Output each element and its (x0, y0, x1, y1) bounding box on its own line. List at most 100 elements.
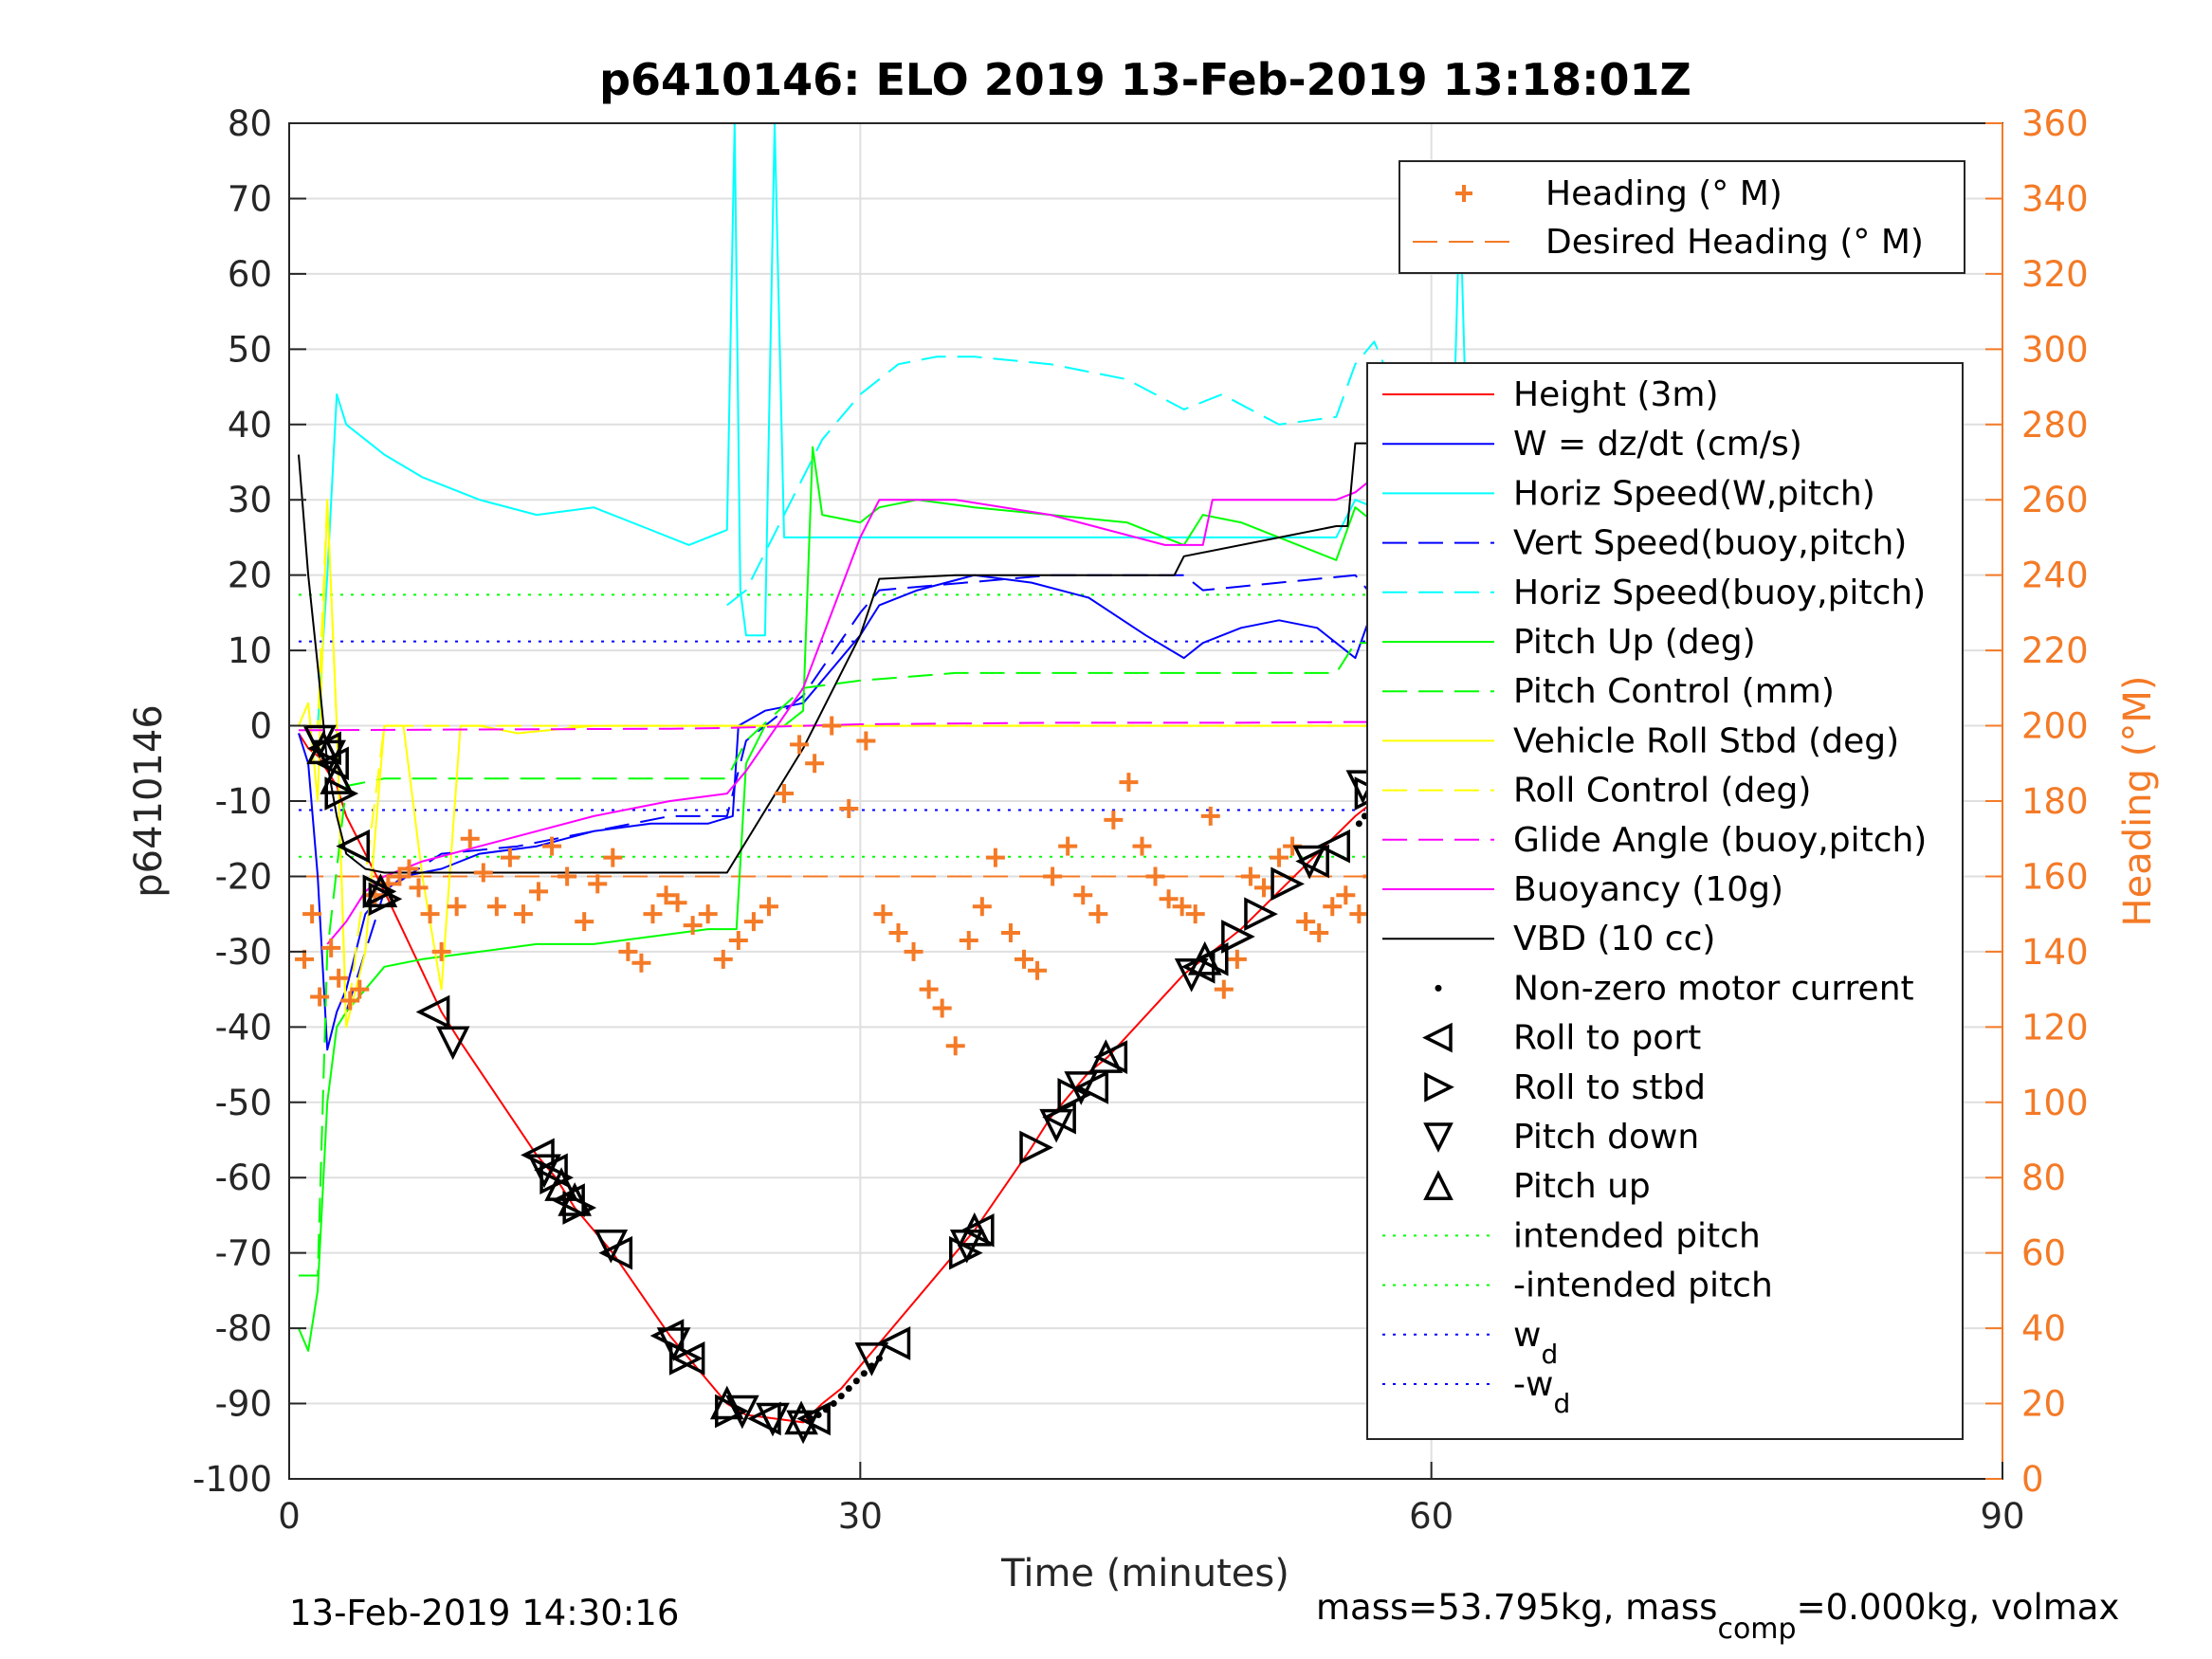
y-tick-label: 20 (228, 556, 272, 596)
tri-down-marker (527, 1154, 561, 1189)
y-right-tick-label: 180 (2021, 781, 2089, 822)
legend-label: Heading (° M) (1545, 174, 1782, 213)
y-tick-label: 50 (228, 329, 272, 370)
heading-point (542, 836, 562, 856)
heading-point (643, 904, 663, 924)
legend-entry: W = dz/dt (cm/s) (1382, 425, 1802, 464)
tri-left-marker (1093, 1040, 1128, 1074)
series-vert-speed-buoy-pitch (345, 574, 1451, 1012)
legend-label-text: Roll to stbd (1513, 1068, 1706, 1107)
legend-entry: wd (1382, 1316, 1558, 1370)
tri-down-marker (1064, 1071, 1099, 1105)
heading-point (888, 923, 908, 943)
heading-point (575, 912, 594, 932)
tri-down-marker (435, 1026, 470, 1061)
legend-label: -wd (1513, 1365, 1570, 1419)
legend-label: Roll Control (deg) (1513, 772, 1811, 811)
tri-right-marker (668, 1341, 704, 1376)
legend-label-text: Horiz Speed(buoy,pitch) (1513, 574, 1926, 612)
heading-point (295, 949, 315, 969)
legend-entry: Pitch Control (mm) (1382, 672, 1835, 711)
heading-point (972, 897, 992, 917)
legend-label: W = dz/dt (cm/s) (1513, 425, 1802, 464)
heading-point (667, 893, 687, 913)
heading-point (959, 930, 978, 950)
legend-label: Pitch Control (mm) (1513, 672, 1835, 711)
y-tick-label: 10 (228, 630, 272, 671)
heading-point (558, 866, 577, 886)
legend-entry: Glide Angle (buoy,pitch) (1382, 821, 1927, 860)
tri-up-marker (558, 1182, 592, 1216)
heading-point (1028, 960, 1048, 980)
legend-label: Buoyancy (10g) (1513, 870, 1783, 909)
heading-point (473, 863, 493, 883)
legend-label: -intended pitch (1513, 1267, 1773, 1305)
legend-entry: Pitch Up (deg) (1382, 623, 1756, 662)
heading-point (1088, 904, 1108, 924)
legend-label-text: w (1513, 1316, 1541, 1355)
heading-point (420, 904, 440, 924)
legend-label-text: Heading (° M) (1545, 174, 1782, 213)
marker-layer (295, 708, 1471, 1445)
heading-point (1455, 185, 1472, 202)
legend-entry: Roll to stbd (1424, 1068, 1706, 1107)
heading-point (1145, 866, 1165, 886)
tri-down-marker (1039, 1108, 1073, 1143)
legend-label-text: VBD (10 cc) (1513, 920, 1715, 958)
heading-point (1214, 979, 1234, 999)
legend-label-text: intended pitch (1513, 1216, 1761, 1255)
heading-point (588, 874, 608, 894)
y-right-tick-label: 140 (2021, 932, 2089, 973)
heading-point (1336, 885, 1356, 905)
legend-label-text: Pitch up (1513, 1167, 1651, 1206)
tri-left-marker (1194, 942, 1229, 976)
footer-mass: mass=53.795kg, masscomp=0.000kg, volmax (1316, 1587, 2119, 1646)
heading-point (919, 979, 939, 999)
legend-label: Height (3m) (1513, 375, 1719, 414)
x-axis-label: Time (minutes) (1000, 1552, 1289, 1595)
tri-right-marker (1244, 897, 1278, 931)
heading-point (409, 878, 429, 898)
tri-up-marker (320, 760, 355, 794)
y-tick-label: -30 (215, 932, 272, 973)
legend-entry: Pitch down (1423, 1118, 1699, 1157)
legend-label-text: Buoyancy (10g) (1513, 870, 1783, 909)
legend-label-text: Glide Angle (buoy,pitch) (1513, 821, 1927, 860)
tri-left-marker (336, 829, 371, 864)
y-right-tick-label: 320 (2021, 254, 2089, 295)
y-right-tick-label: 300 (2021, 329, 2089, 370)
legend-entry: Buoyancy (10g) (1382, 870, 1783, 909)
heading-point (340, 991, 360, 1011)
right-axis-label: Heading (°M) (2116, 676, 2160, 927)
heading-point (431, 941, 451, 961)
tri-right-marker (1019, 1130, 1053, 1165)
legend-label: Horiz Speed(buoy,pitch) (1513, 574, 1926, 612)
heading-point (1323, 897, 1343, 917)
y-tick-label: -60 (215, 1158, 272, 1198)
heading-point (1132, 836, 1152, 856)
heading-point (698, 904, 718, 924)
heading-point (302, 904, 322, 924)
y-tick-label: 80 (228, 103, 272, 144)
heading-point (1185, 904, 1205, 924)
heading-point (310, 987, 330, 1007)
heading-point (945, 1036, 965, 1056)
motor-current-point (830, 1400, 837, 1408)
tri-down-marker (594, 1229, 629, 1264)
legend-entry: Horiz Speed(buoy,pitch) (1382, 574, 1926, 612)
legend-label-text: -intended pitch (1513, 1267, 1773, 1305)
heading-point (822, 716, 842, 736)
motor-current-point (1355, 820, 1362, 828)
heading-point (1073, 885, 1093, 905)
y-tick-label: -90 (215, 1384, 272, 1425)
legend-entry: Height (3m) (1382, 375, 1719, 414)
y-tick-label: -100 (192, 1459, 272, 1500)
tri-up-marker (1187, 940, 1222, 975)
series-pitch-control-mm (299, 642, 1451, 1277)
y-right-tick-label: 20 (2021, 1384, 2066, 1425)
tri-down-marker (1423, 1122, 1453, 1153)
footer-mass-suffix: =0.000kg, volmax (1797, 1587, 2120, 1628)
legend-label: Roll to stbd (1513, 1068, 1706, 1107)
x-tick-label: 0 (278, 1496, 301, 1537)
